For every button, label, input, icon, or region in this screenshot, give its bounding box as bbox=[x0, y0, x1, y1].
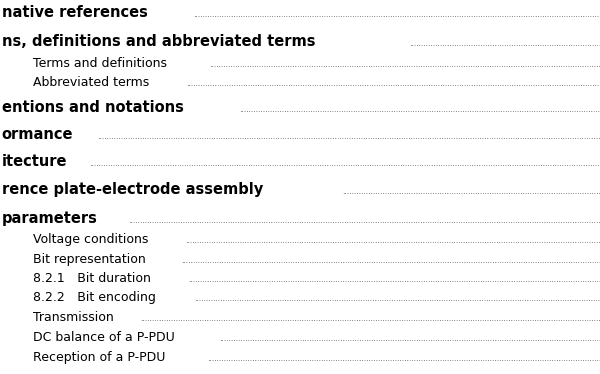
Text: DC balance of a P-PDU: DC balance of a P-PDU bbox=[33, 331, 175, 344]
Text: ................................................................................: ........................................… bbox=[186, 79, 600, 88]
Text: ................................................................................: ........................................… bbox=[207, 354, 600, 363]
Text: ormance: ormance bbox=[2, 127, 73, 142]
Text: ................................................................................: ........................................… bbox=[193, 10, 600, 19]
Text: native references: native references bbox=[2, 5, 148, 20]
Text: rence plate-electrode assembly: rence plate-electrode assembly bbox=[2, 183, 263, 197]
Text: 8.2.2 Bit encoding: 8.2.2 Bit encoding bbox=[33, 291, 156, 304]
Text: ................................................................................: ........................................… bbox=[188, 275, 600, 284]
Text: Terms and definitions: Terms and definitions bbox=[33, 57, 167, 70]
Text: parameters: parameters bbox=[2, 211, 98, 226]
Text: itecture: itecture bbox=[2, 154, 67, 169]
Text: Abbreviated terms: Abbreviated terms bbox=[33, 76, 149, 89]
Text: Bit representation: Bit representation bbox=[33, 252, 146, 266]
Text: ns, definitions and abbreviated terms: ns, definitions and abbreviated terms bbox=[2, 34, 316, 49]
Text: ................................................................................: ........................................… bbox=[219, 334, 600, 343]
Text: ................................................................................: ........................................… bbox=[128, 215, 600, 224]
Text: ................................................................................: ........................................… bbox=[140, 314, 600, 323]
Text: Voltage conditions: Voltage conditions bbox=[33, 233, 148, 246]
Text: ................................................................................: ........................................… bbox=[97, 132, 600, 141]
Text: ................................................................................: ........................................… bbox=[89, 159, 600, 168]
Text: ................................................................................: ........................................… bbox=[342, 187, 600, 196]
Text: 8.2.1 Bit duration: 8.2.1 Bit duration bbox=[33, 272, 151, 285]
Text: ................................................................................: ........................................… bbox=[185, 236, 600, 245]
Text: ................................................................................: ........................................… bbox=[409, 39, 600, 47]
Text: Reception of a P-PDU: Reception of a P-PDU bbox=[33, 351, 166, 364]
Text: ................................................................................: ........................................… bbox=[239, 105, 600, 114]
Text: Transmission: Transmission bbox=[33, 311, 114, 324]
Text: ................................................................................: ........................................… bbox=[209, 60, 600, 69]
Text: entions and notations: entions and notations bbox=[2, 100, 184, 115]
Text: ................................................................................: ........................................… bbox=[194, 294, 600, 303]
Text: ................................................................................: ........................................… bbox=[181, 255, 600, 264]
